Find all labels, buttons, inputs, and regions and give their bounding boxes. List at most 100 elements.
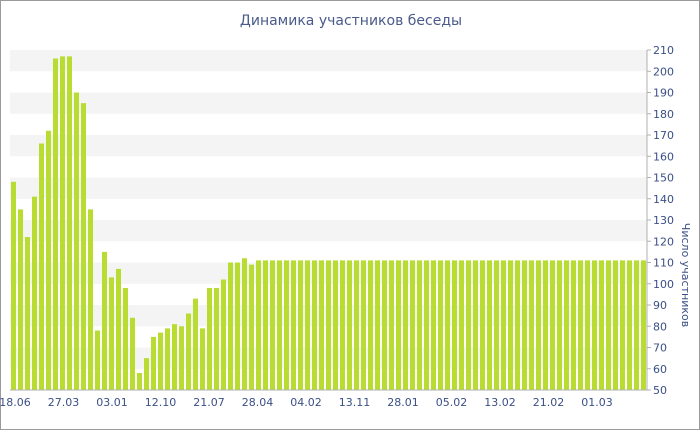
bar (248, 264, 255, 391)
bar (52, 58, 59, 390)
y-tick-label: 60 (653, 363, 667, 376)
y-tick-label: 160 (653, 150, 674, 163)
bar (430, 260, 437, 391)
bar (549, 260, 556, 391)
bar (227, 262, 234, 390)
bar (423, 260, 430, 391)
bar (409, 260, 416, 391)
x-tick-label: 18.06 (0, 396, 31, 409)
grid-band (10, 92, 647, 114)
y-tick-label: 120 (653, 235, 674, 248)
bar (185, 313, 192, 390)
bar (563, 260, 570, 391)
bar (633, 260, 640, 391)
bar (213, 288, 220, 390)
y-axis-label: Число участников (679, 223, 692, 327)
bar (584, 260, 591, 391)
bar (31, 196, 38, 391)
y-tick-label: 200 (653, 65, 674, 78)
bar (619, 260, 626, 391)
bar (290, 260, 297, 391)
bar (262, 260, 269, 391)
y-tick-label: 150 (653, 172, 674, 185)
bar (136, 373, 143, 390)
y-tick-label: 100 (653, 278, 674, 291)
bar (164, 328, 171, 391)
x-tick-label: 13.02 (484, 396, 516, 409)
bar (451, 260, 458, 391)
y-tick-label: 130 (653, 214, 674, 227)
bar (199, 328, 206, 391)
bar (283, 260, 290, 391)
bar (24, 237, 31, 390)
bar (514, 260, 521, 391)
bar (143, 358, 150, 391)
bar (108, 277, 115, 391)
x-tick-label: 21.02 (533, 396, 565, 409)
bar (402, 260, 409, 391)
bar (360, 260, 367, 391)
bar (66, 56, 73, 391)
bar (80, 103, 87, 391)
bar (346, 260, 353, 391)
y-tick-label: 110 (653, 257, 674, 270)
y-tick-label: 70 (653, 342, 667, 355)
bar (192, 298, 199, 391)
bar (437, 260, 444, 391)
bar (598, 260, 605, 391)
bar (94, 330, 101, 390)
bar (381, 260, 388, 391)
y-tick-label: 50 (653, 384, 667, 397)
y-tick-label: 170 (653, 129, 674, 142)
bar (115, 268, 122, 391)
grid-band (10, 135, 647, 157)
bar (73, 92, 80, 390)
y-tick-label: 80 (653, 320, 667, 333)
x-tick-labels: 18.06 27.03 03.01 12.10 21.07 28.04 04.02 13.11… (0, 396, 613, 409)
bar (150, 336, 157, 391)
bar (395, 260, 402, 391)
bar (59, 56, 66, 391)
bar (640, 260, 647, 391)
y-tick-label: 210 (653, 44, 674, 57)
bar (528, 260, 535, 391)
bar (297, 260, 304, 391)
bar (591, 260, 598, 391)
x-tick-label: 28.04 (242, 396, 274, 409)
grid-band (10, 177, 647, 199)
bar (570, 260, 577, 391)
x-tick-label: 12.10 (145, 396, 177, 409)
x-tick-label: 03.01 (96, 396, 128, 409)
bar (38, 143, 45, 390)
bar (101, 251, 108, 391)
bar (472, 260, 479, 391)
bar (241, 258, 248, 390)
bar (206, 288, 213, 390)
y-tick-label: 190 (653, 87, 674, 100)
bar (269, 260, 276, 391)
bar (325, 260, 332, 391)
bar (374, 260, 381, 391)
x-tick-label: 28.01 (387, 396, 419, 409)
bar (178, 326, 185, 390)
bar (255, 260, 262, 391)
bar (129, 317, 136, 390)
bar (612, 260, 619, 391)
bar (521, 260, 528, 391)
bar (416, 260, 423, 391)
bar (276, 260, 283, 391)
grid-band (10, 220, 647, 242)
y-tick-labels: 50 60 70 80 90 100 110 120 130 140 150 160 170 180 190… (647, 44, 674, 397)
bar (605, 260, 612, 391)
bar (157, 332, 164, 391)
bar (626, 260, 633, 391)
x-tick-label: 01.03 (581, 396, 613, 409)
grid-band (10, 50, 647, 72)
bar (220, 279, 227, 390)
bar (45, 130, 52, 390)
x-tick-label: 21.07 (193, 396, 225, 409)
bar (388, 260, 395, 391)
bar (10, 181, 17, 390)
bar (493, 260, 500, 391)
x-tick-label: 04.02 (290, 396, 322, 409)
